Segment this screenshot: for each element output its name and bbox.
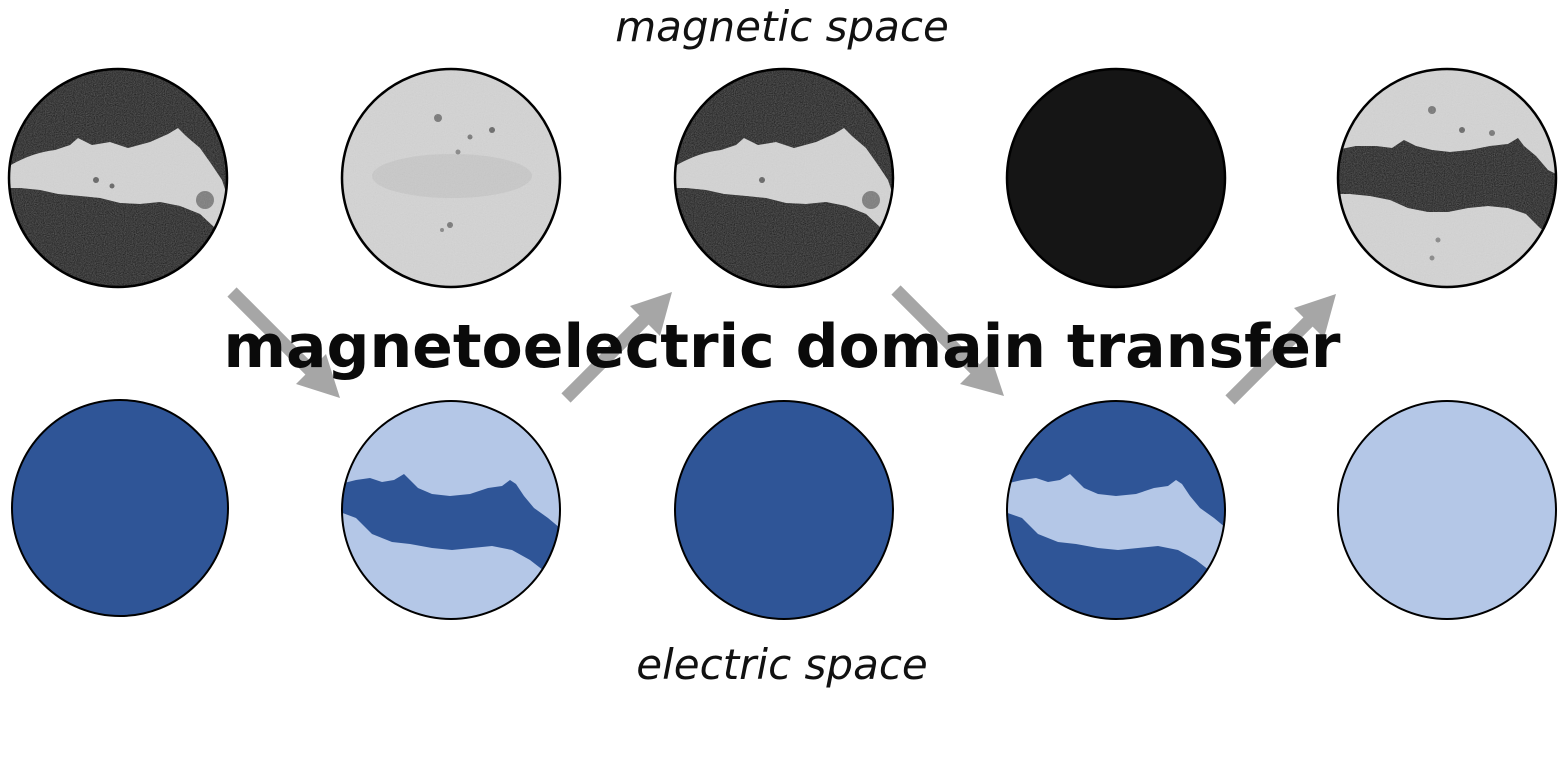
electric-state-4 bbox=[1006, 400, 1226, 620]
arrow-magnetic-1-to-electric-2 bbox=[227, 287, 340, 398]
arrow-electric-2-to-magnetic-3 bbox=[561, 292, 672, 403]
magnetic-space-label: magnetic space bbox=[615, 2, 949, 51]
magnetic-state-3 bbox=[673, 67, 895, 289]
arrow-electric-4-to-magnetic-5 bbox=[1225, 294, 1336, 405]
electric-state-2 bbox=[341, 400, 561, 620]
magnetic-state-5 bbox=[1336, 67, 1558, 289]
arrow-magnetic-3-to-electric-4 bbox=[891, 285, 1004, 396]
electric-state-3 bbox=[674, 400, 894, 620]
magnetic-state-4 bbox=[1005, 67, 1227, 289]
diagram-title: magnetoelectric domain transfer bbox=[223, 312, 1341, 382]
electric-space-label: electric space bbox=[636, 640, 928, 689]
electric-state-1 bbox=[11, 399, 229, 617]
electric-state-5 bbox=[1337, 400, 1557, 620]
magnetic-state-1 bbox=[7, 67, 229, 289]
magnetic-state-2 bbox=[340, 67, 562, 289]
